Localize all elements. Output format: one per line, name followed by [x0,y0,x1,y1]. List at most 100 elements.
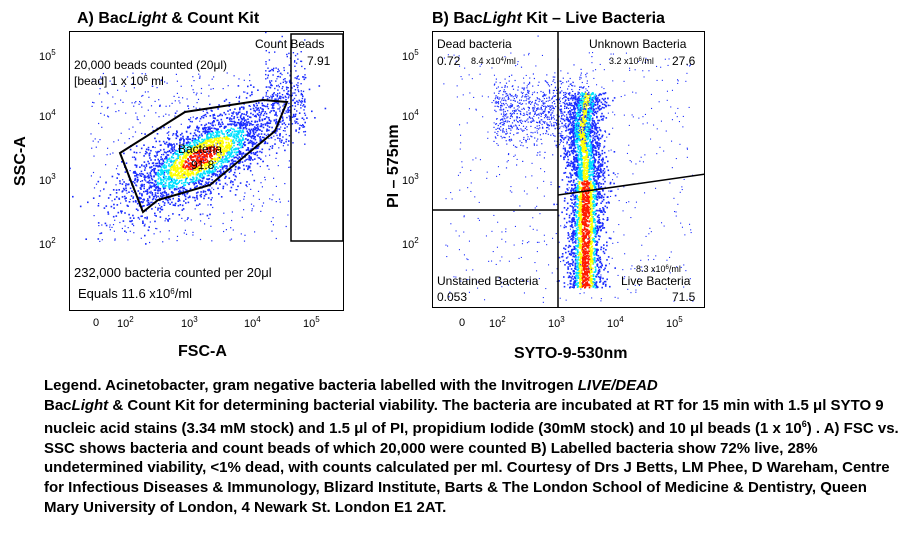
event-dot [579,132,582,134]
event-dot [217,137,220,140]
event-dot [283,89,285,92]
event-dot [163,126,165,129]
event-dot [155,165,157,167]
event-dot [131,219,133,222]
event-dot [277,89,279,91]
event-dot [235,124,237,127]
event-dot [125,197,127,199]
event-dot [275,152,278,154]
event-dot [596,115,598,118]
event-dot [236,140,239,143]
event-dot [594,190,597,193]
event-dot [265,73,267,76]
event-dot [591,230,593,233]
event-dot [154,180,156,182]
event-dot [212,149,214,152]
event-dot [149,186,151,188]
event-dot [208,130,210,133]
event-dot [207,147,210,149]
event-dot [141,173,143,175]
event-dot [135,173,138,176]
event-dot [103,188,105,191]
event-dot [581,149,583,152]
event-dot [238,162,241,164]
event-dot [213,173,215,175]
event-dot [168,238,170,240]
event-dot [571,132,574,134]
event-dot [157,184,159,186]
tick-exp: 5 [51,48,56,57]
event-dot [190,164,193,167]
event-dot [598,176,601,178]
event-dot [265,93,267,95]
event-dot [287,72,289,74]
event-dot [115,189,118,191]
event-dot [245,125,247,128]
event-dot [602,115,605,117]
event-dot [173,164,176,167]
event-dot [581,235,583,238]
event-dot [604,100,606,103]
event-dot [262,96,264,99]
event-dot [270,84,272,87]
event-dot [139,122,141,124]
event-dot [598,109,601,111]
event-dot [250,156,252,159]
event-dot [224,177,226,179]
event-dot [229,129,231,131]
event-dot [292,99,294,101]
event-dot [135,184,137,186]
event-dot [591,102,594,104]
event-dot [233,121,236,124]
event-dot [133,172,135,174]
event-dot [213,146,215,148]
event-dot [261,205,263,207]
event-dot [142,94,144,97]
event-dot [198,155,201,158]
note-bacteria-line2-pre: Equals 11.6 x10 [78,286,171,301]
event-dot [228,105,231,107]
event-dot [582,243,584,245]
event-dot [182,194,184,196]
event-dot [276,94,279,97]
event-dot [182,152,184,154]
event-dot [199,163,201,166]
event-dot [201,138,204,141]
event-dot [271,199,273,201]
event-dot [188,143,191,146]
event-dot [168,158,170,161]
event-dot [295,129,297,131]
event-dot [182,135,184,138]
event-dot [575,124,578,126]
event-dot [225,146,227,149]
event-dot [165,171,168,174]
event-dot [149,221,151,223]
event-dot [159,231,161,233]
event-dot [163,195,165,197]
event-dot [273,110,275,112]
event-dot [236,147,239,150]
event-dot [205,142,207,145]
event-dot [101,101,103,103]
event-dot [236,151,239,154]
event-dot [125,231,127,233]
event-dot [258,157,261,159]
event-dot [138,103,140,105]
event-dot [582,251,584,253]
event-dot [252,86,255,88]
event-dot [257,123,259,126]
event-dot [232,128,234,130]
event-dot [251,174,254,176]
event-dot [123,181,125,183]
event-dot [165,156,168,158]
event-dot [603,92,606,95]
event-dot [238,100,240,103]
event-dot [87,201,89,204]
event-dot [160,178,163,181]
event-dot [163,164,166,166]
event-dot [250,152,253,155]
event-dot [275,157,277,159]
event-dot [223,100,226,102]
event-dot [607,104,610,107]
event-dot [281,139,283,142]
